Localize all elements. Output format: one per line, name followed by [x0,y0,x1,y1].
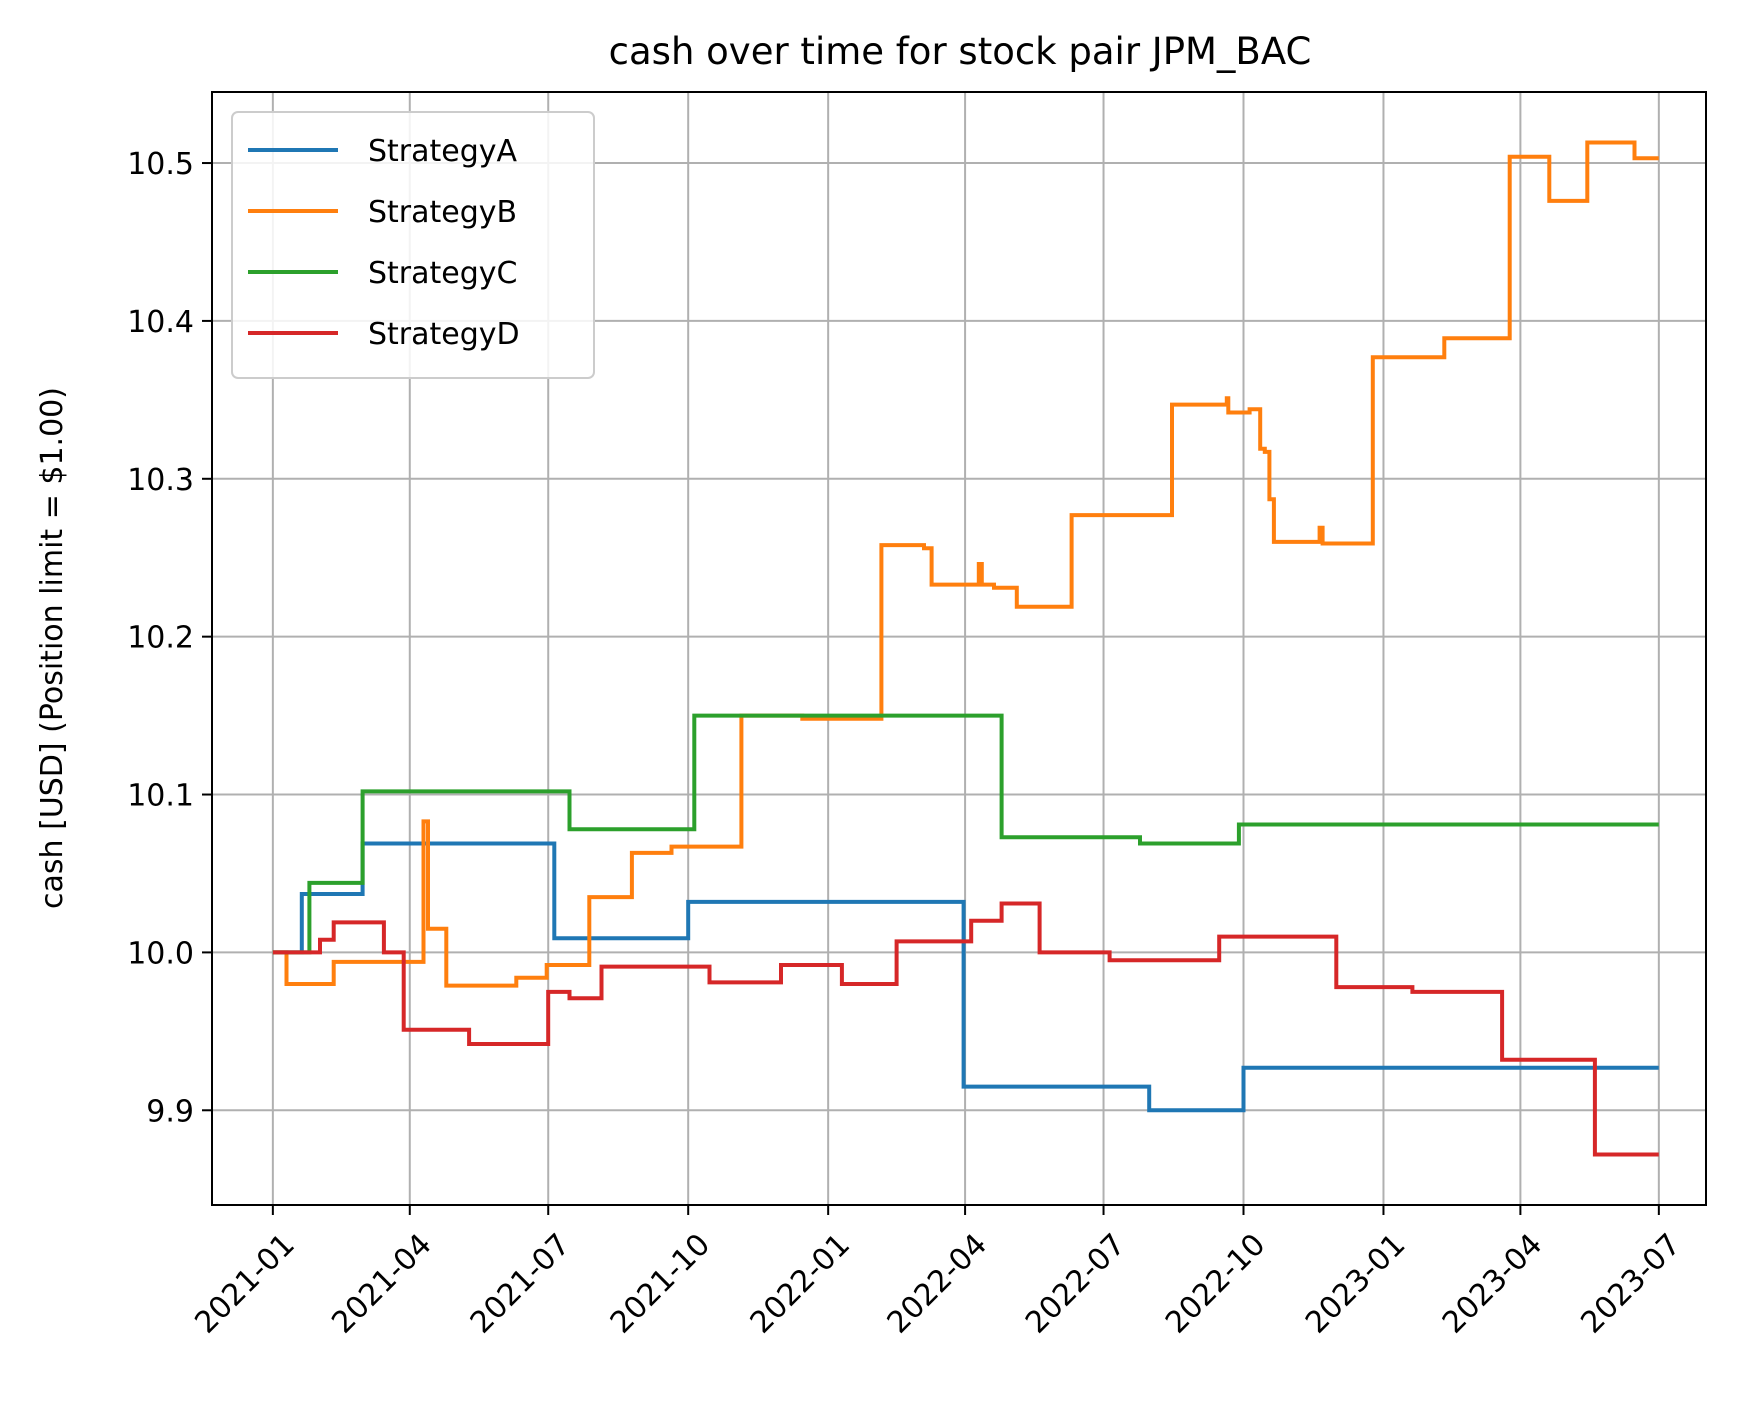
legend-label: StrategyA [368,134,518,169]
y-axis-label: cash [USD] (Position limit = $1.00) [35,387,70,909]
series-layer [272,140,1659,1157]
legend-box [231,111,595,379]
y-tick-label: 9.9 [146,1094,194,1129]
series-line-strategyc [272,713,1659,955]
y-tick-label: 10.2 [127,621,194,656]
y-axis: 9.9 10.0 10.1 10.2 10.3 10.4 10.5 [127,147,212,1129]
y-tick-label: 10.4 [127,305,194,340]
chart-title: cash over time for stock pair JPM_BAC [609,30,1312,73]
legend-label: StrategyB [368,195,517,230]
y-tick-label: 10.5 [127,147,194,182]
legend-label: StrategyC [368,256,518,291]
plot-frame [211,91,1707,1206]
legend: StrategyA StrategyB StrategyC StrategyD [231,111,595,379]
y-tick-label: 10.3 [127,463,194,498]
y-tick-label: 10.0 [127,936,194,971]
series-line-strategya [272,841,1659,1113]
legend-label: StrategyD [368,317,520,352]
series-line-strategyb [272,140,1659,988]
series-line-strategyd [272,901,1659,1157]
y-tick-label: 10.1 [127,779,194,814]
